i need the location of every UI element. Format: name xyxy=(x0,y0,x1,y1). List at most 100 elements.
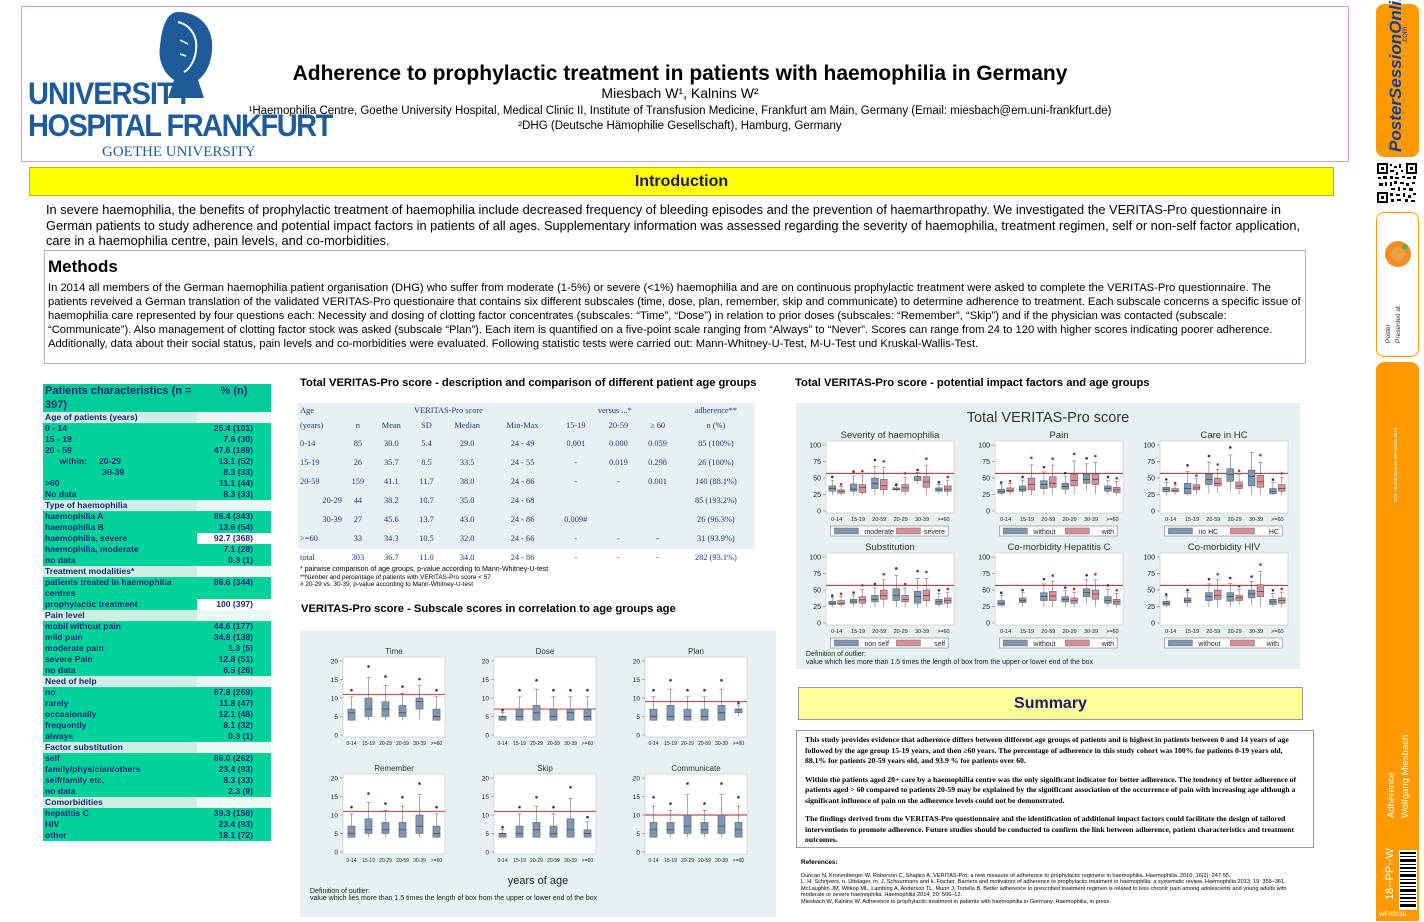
outlier-point xyxy=(686,688,689,692)
legend-box xyxy=(830,637,949,649)
table-cell xyxy=(638,510,677,529)
outlier-point xyxy=(1115,476,1119,480)
outlier-point xyxy=(552,688,555,692)
table-cell: 8.5 xyxy=(421,458,432,467)
x-tick-label: >=60 xyxy=(937,629,950,635)
methods-heading: Methods xyxy=(48,257,118,276)
outlier-point xyxy=(686,782,689,785)
subscale-title: VERITAS-Pro score - Subscale scores in c… xyxy=(301,603,676,615)
table-cell: 0.001 xyxy=(648,477,667,486)
outlier-point xyxy=(501,708,504,712)
box xyxy=(1070,473,1078,487)
outlier-point xyxy=(925,570,928,574)
box xyxy=(1162,486,1170,493)
y-tick-label: 100 xyxy=(809,555,821,562)
presented-line1: Poster xyxy=(1385,324,1392,343)
summary-box: This study provides evidence that adhere… xyxy=(796,730,1314,848)
row-value xyxy=(197,676,271,687)
x-tick-label: 30-39 xyxy=(1249,629,1263,635)
x-tick-label: 20-29 xyxy=(1228,629,1242,635)
y-tick-label: 100 xyxy=(809,443,821,450)
row-value: 100 (397) xyxy=(216,599,253,609)
table-row: mild pain 34.8 (138) xyxy=(43,632,271,643)
x-tick-label: 15-19 xyxy=(664,858,677,864)
row-label: Comorbidities xyxy=(45,797,103,807)
box xyxy=(515,825,524,838)
box xyxy=(828,600,836,605)
box xyxy=(364,697,373,717)
x-tick-label: 20-29 xyxy=(1063,517,1077,523)
doi-text: DOI: 10.3252/pso.eu.WFH2016.2016 xyxy=(1393,427,1398,502)
y-tick-label: 0 xyxy=(334,733,338,740)
table-row: moderate pain 1.3 (5) xyxy=(43,643,271,654)
outlier-point xyxy=(384,675,387,678)
y-tick-label: 10 xyxy=(482,696,490,703)
legend-label: with xyxy=(1101,641,1115,648)
x-tick-label: 20-59 xyxy=(547,741,560,747)
box xyxy=(871,595,879,603)
references-heading: References: xyxy=(801,859,838,866)
outlier-point xyxy=(1186,464,1189,467)
table-cell: 24 - 86 xyxy=(510,515,535,524)
poster-code: 18--PP--W xyxy=(1384,848,1396,900)
row-value: 23.4 (93) xyxy=(218,819,253,829)
row-value: 8.1 (32) xyxy=(223,720,253,730)
box xyxy=(1104,596,1112,604)
y-tick-label: 10 xyxy=(633,813,641,820)
y-tick-label: 5 xyxy=(334,714,338,721)
table-row: family/physician/others 23.4 (93) xyxy=(43,764,271,775)
x-tick-label: 30-39 xyxy=(715,858,728,864)
row-value xyxy=(197,610,271,621)
table-cell: 35.0 xyxy=(459,496,475,505)
outlier-point xyxy=(1115,588,1119,592)
outlier-point xyxy=(925,457,928,461)
row-value xyxy=(197,588,271,599)
table-cell: 0.059 xyxy=(648,439,667,448)
table-row: no data 0.3 (1) xyxy=(43,555,271,566)
x-tick-label: 15-19 xyxy=(513,741,526,747)
panel-title-bg xyxy=(995,542,1123,552)
row-label: 0 - 14 xyxy=(45,423,67,433)
table-row: No data 8.3 (33) xyxy=(43,489,271,500)
logo-line1: UNIVERSITY xyxy=(28,76,193,112)
poster-session-online-link[interactable]: PosterSessionOnline .com xyxy=(1376,0,1419,157)
table-row: no data 2.3 (9) xyxy=(43,786,271,797)
y-tick-label: 15 xyxy=(331,677,339,684)
row-value: 0.3 (1) xyxy=(228,731,253,741)
x-tick-label: 15-19 xyxy=(362,858,375,864)
box xyxy=(700,822,709,834)
y-tick-label: 0 xyxy=(817,621,821,628)
outlier-point xyxy=(367,665,370,668)
outlier-point xyxy=(401,685,404,688)
y-tick-label: 15 xyxy=(482,794,490,801)
row-label: centres xyxy=(45,588,76,598)
legend-label: HC xyxy=(1269,529,1279,536)
outlier-point xyxy=(1280,472,1284,475)
x-tick-label: 0-14 xyxy=(831,517,842,523)
table-cell: 0.298 xyxy=(648,458,667,467)
table-cell: - xyxy=(617,534,620,543)
outlier-point xyxy=(552,805,555,809)
x-tick-label: 0-14 xyxy=(1000,517,1011,523)
table-row: 20-59 159 41.1 11.7 38.0 24 - 86 - - 0.001 140 (8… xyxy=(298,472,755,491)
box xyxy=(549,708,558,721)
table-row: total 303 36.7 11.0 34.0 24 - 86 - - - 282 (93.1%… xyxy=(298,548,755,567)
qr-code-icon[interactable] xyxy=(1376,162,1418,204)
legend-box xyxy=(999,525,1118,537)
reference-item: Duncan N, Kronenberger W, Roberson C, Sh… xyxy=(801,872,1231,879)
y-tick-label: 0 xyxy=(986,621,990,628)
brand-suffix: .com xyxy=(1400,26,1409,44)
outlier-point xyxy=(1207,454,1211,458)
x-tick-label: 30-39 xyxy=(1084,517,1098,523)
table-cell: 30-39 xyxy=(322,515,342,524)
outlier-point xyxy=(1164,593,1168,596)
row-label: occasionally xyxy=(45,709,97,719)
outlier-point xyxy=(720,678,723,682)
presented-at-box[interactable]: Poster Presented at: xyxy=(1376,212,1419,357)
y-tick-label: 0 xyxy=(636,850,640,857)
outlier-point xyxy=(946,587,950,591)
legend-swatch xyxy=(834,527,859,535)
summary-paragraph: This study provides evidence that adhere… xyxy=(805,735,1289,765)
box xyxy=(1027,477,1036,491)
table-cell: 0.000 xyxy=(609,439,628,448)
